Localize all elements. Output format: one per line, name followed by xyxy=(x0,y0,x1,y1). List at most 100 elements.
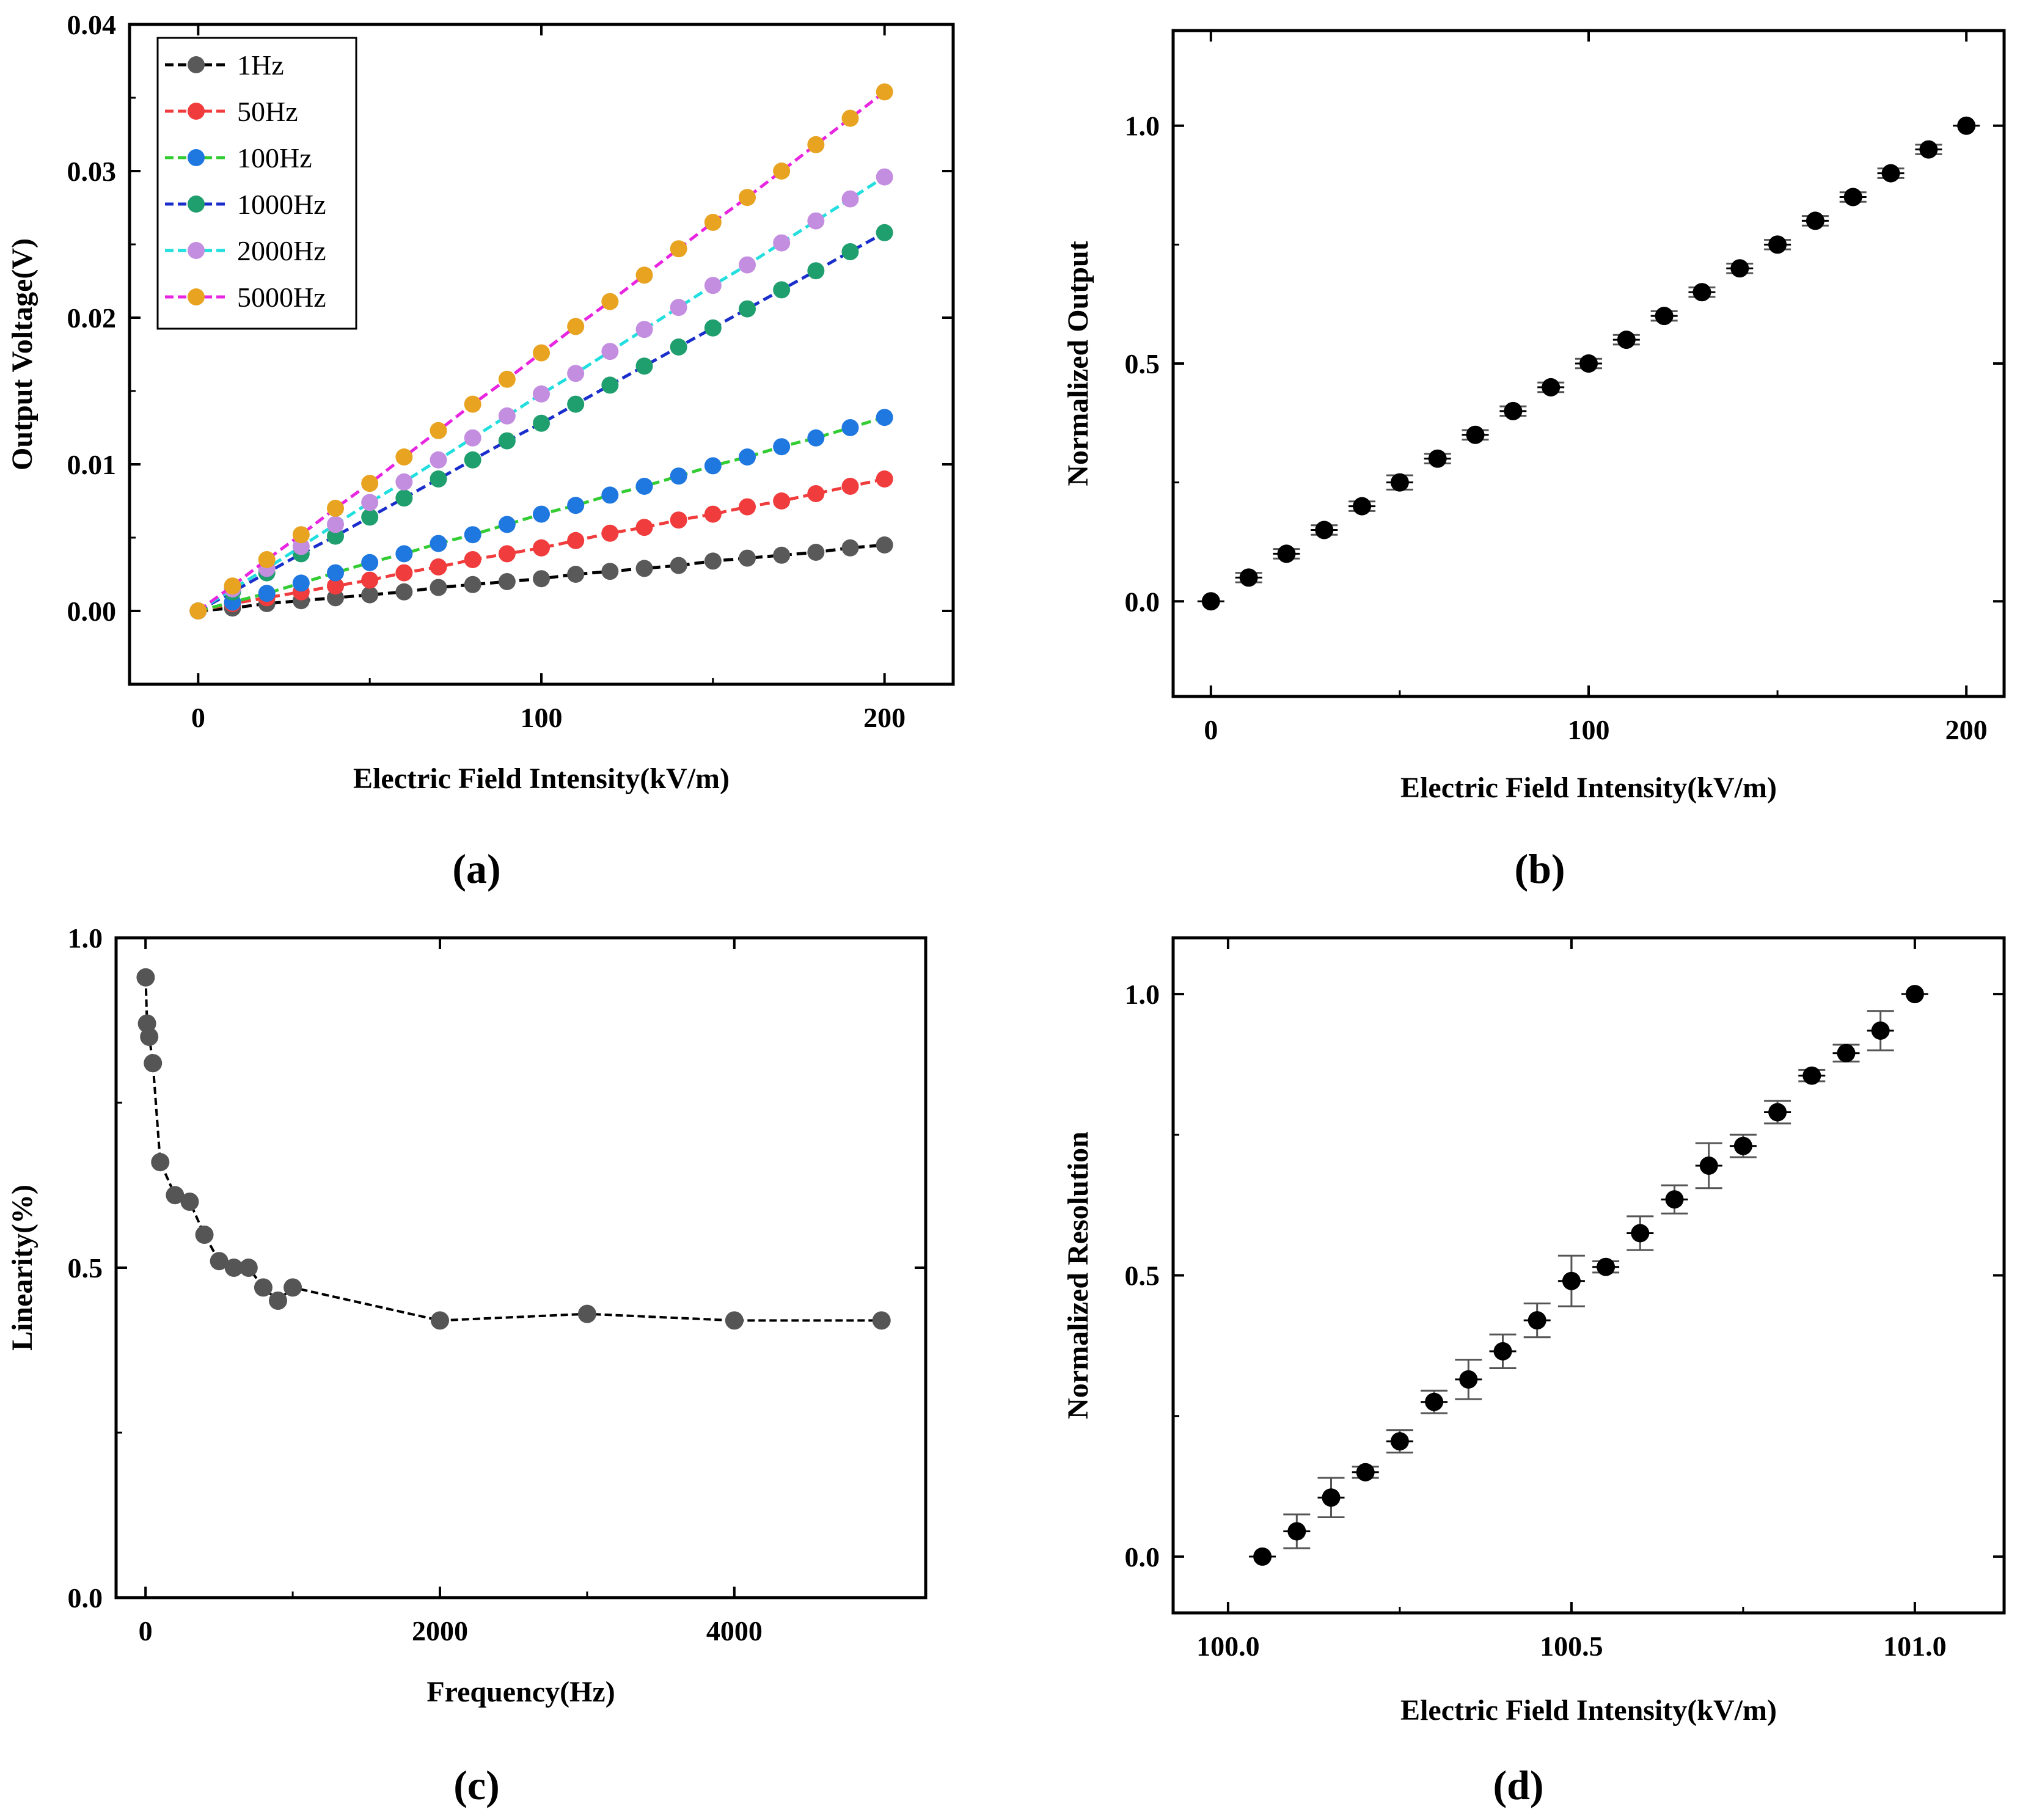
panel-c-chart: 0 2000 4000 0.0 0.5 1.0 Frequency(Hz) Linearity… xyxy=(6,923,928,1708)
linearity-point xyxy=(144,1054,163,1073)
series-point-2000Hz xyxy=(292,538,310,555)
series-point-50Hz xyxy=(773,492,791,510)
series-point-1Hz xyxy=(739,549,756,567)
series-point-50Hz xyxy=(807,485,825,502)
legend-label-50Hz: 50Hz xyxy=(237,96,298,127)
panel-b-y-tick-label: 0.5 xyxy=(1125,348,1160,379)
panel-a-x-tick-label: 200 xyxy=(863,702,906,733)
series-point-100Hz xyxy=(807,429,825,447)
series-point-1000Hz xyxy=(670,338,687,356)
series-point-2000Hz xyxy=(841,190,859,208)
series-point-100Hz xyxy=(739,448,756,466)
panel-d-data-point xyxy=(1871,1021,1890,1040)
series-point-2000Hz xyxy=(739,256,756,274)
series-point-5000Hz xyxy=(464,395,481,413)
series-point-100Hz xyxy=(635,478,653,495)
series-point-2000Hz xyxy=(876,168,893,186)
series-point-1000Hz xyxy=(395,489,413,507)
series-point-100Hz xyxy=(533,505,550,523)
panel-d-data-point xyxy=(1356,1463,1375,1482)
series-point-50Hz xyxy=(876,470,893,488)
panel-d-data-point xyxy=(1287,1522,1306,1541)
panel-d-data-point xyxy=(1390,1432,1409,1451)
panel-a-y-tick-label: 0.00 xyxy=(67,596,117,627)
legend-label-2000Hz: 2000Hz xyxy=(237,235,326,266)
panel-b-data-point xyxy=(1466,425,1485,444)
panel-b-data-point xyxy=(1579,354,1598,373)
series-point-1Hz xyxy=(635,560,653,577)
series-point-50Hz xyxy=(567,532,585,549)
legend-label-1000Hz: 1000Hz xyxy=(237,189,326,220)
panel-b-chart: 0 100 200 0.0 0.5 1.0 Electric Field Intensity… xyxy=(1062,29,2006,804)
series-point-2000Hz xyxy=(327,516,344,533)
panel-b-data-point xyxy=(1542,378,1561,397)
series-point-100Hz xyxy=(430,535,447,552)
panel-a-y-axis-label: Output Voltage(V) xyxy=(6,238,38,470)
panel-d-data-point xyxy=(1699,1156,1718,1175)
panel-b-data-point xyxy=(1655,307,1674,326)
series-point-1Hz xyxy=(395,583,413,601)
panel-d-x-tick-label: 100.0 xyxy=(1196,1631,1260,1662)
series-point-2000Hz xyxy=(430,451,447,469)
panel-a-y-tick-label: 0.03 xyxy=(67,156,117,187)
series-point-2000Hz xyxy=(361,494,379,511)
series-point-50Hz xyxy=(739,498,756,516)
panel-b-data-point xyxy=(1617,331,1636,349)
series-point-1Hz xyxy=(773,546,791,564)
linearity-point xyxy=(166,1186,185,1205)
panel-b-y-tick-label: 0.0 xyxy=(1125,586,1160,617)
series-point-50Hz xyxy=(498,545,516,563)
series-point-5000Hz xyxy=(567,318,585,335)
series-point-1Hz xyxy=(361,586,379,604)
panel-b-data-point xyxy=(1692,283,1711,302)
series-point-1000Hz xyxy=(704,319,722,337)
panel-c-x-tick-label: 2000 xyxy=(412,1615,468,1646)
panel-d-data-point xyxy=(1837,1043,1856,1062)
series-point-100Hz xyxy=(670,467,687,485)
series-point-1Hz xyxy=(327,589,344,607)
series-point-100Hz xyxy=(601,486,619,504)
series-line-2000Hz xyxy=(197,175,886,613)
series-point-50Hz xyxy=(533,539,550,557)
series-point-100Hz xyxy=(704,457,722,475)
series-point-1Hz xyxy=(601,563,619,580)
series-point-1000Hz xyxy=(635,357,653,375)
series-point-1Hz xyxy=(807,544,825,561)
series-point-1000Hz xyxy=(876,224,893,241)
panel-d-data-point xyxy=(1665,1190,1684,1209)
legend-box xyxy=(156,37,357,330)
linearity-point xyxy=(195,1226,214,1244)
series-point-100Hz xyxy=(464,526,481,544)
series-point-5000Hz xyxy=(739,189,756,206)
panel-label-b: (b) xyxy=(1514,846,1565,892)
series-point-2000Hz xyxy=(464,429,481,447)
series-point-1000Hz xyxy=(361,508,379,526)
series-point-50Hz xyxy=(430,558,447,576)
linearity-point xyxy=(136,968,155,987)
series-point-5000Hz xyxy=(430,422,447,439)
series-point-5000Hz xyxy=(327,500,344,517)
series-point-5000Hz xyxy=(704,214,722,231)
legend-marker-2000Hz xyxy=(188,242,205,259)
panel-b-data-point xyxy=(1843,188,1862,206)
panel-c-y-axis-label: Linearity(%) xyxy=(6,1185,38,1351)
panel-d-data-point xyxy=(1733,1136,1752,1155)
series-point-2000Hz xyxy=(533,385,550,403)
panel-d-x-tick-label: 101.0 xyxy=(1883,1631,1947,1662)
series-point-2000Hz xyxy=(395,473,413,491)
linearity-point xyxy=(872,1311,891,1330)
series-point-100Hz xyxy=(773,438,791,456)
legend-marker-5000Hz xyxy=(188,288,205,305)
panel-label-c: (c) xyxy=(453,1762,499,1808)
series-point-5000Hz xyxy=(189,602,207,619)
panel-b-data-point xyxy=(1881,164,1900,183)
series-point-1000Hz xyxy=(567,395,585,413)
series-point-1Hz xyxy=(841,539,859,557)
linearity-point xyxy=(254,1278,273,1297)
series-point-50Hz xyxy=(704,505,722,523)
panel-d-data-point xyxy=(1768,1103,1787,1122)
panel-d-y-tick-label: 1.0 xyxy=(1125,979,1160,1010)
linearity-point xyxy=(284,1278,302,1297)
series-point-1Hz xyxy=(533,570,550,588)
